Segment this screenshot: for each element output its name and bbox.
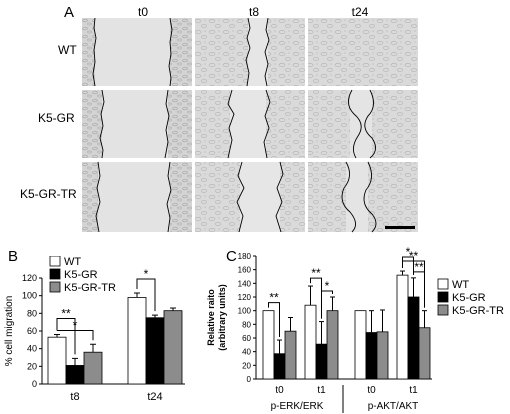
chart-b-significance-bracket (57, 330, 94, 341)
row-label-wt: WT (58, 43, 77, 57)
chart-b-significance-label: * (73, 319, 78, 333)
chart-b-y-axis-label: % cell migration (4, 296, 15, 367)
chart-c-significance-bracket (321, 290, 333, 319)
chart-c-legend-swatch (437, 278, 449, 290)
chart-b-y-tick-label: 100 (22, 291, 37, 301)
chart-c-bar (376, 331, 389, 380)
chart-b-bar (83, 351, 103, 385)
chart-c-significance-label: ** (311, 266, 321, 280)
micrograph-grid (82, 18, 418, 233)
column-label-t0: t0 (137, 5, 148, 19)
chart-c-significance-label: * (406, 246, 411, 259)
chart-c-y-axis-label: (arbitrary units) (217, 284, 227, 351)
micrograph-wt-t24 (308, 18, 418, 86)
chart-c-bar (262, 310, 275, 380)
chart-b-y-tick-label: 20 (27, 361, 37, 371)
row-label-k5-gr-tr: K5-GR-TR (20, 187, 77, 201)
chart-c-legend-swatch (437, 291, 449, 303)
chart-c-significance-bracket (268, 302, 280, 338)
column-label-t8: t8 (248, 5, 259, 19)
micrograph-k5-gr-t0 (82, 89, 192, 159)
chart-c-y-tick-label: 80 (242, 320, 251, 329)
chart-c-y-axis-label: Relative raito (206, 289, 216, 346)
chart-b-significance-bracket (56, 318, 76, 355)
chart-c-bar (304, 304, 317, 380)
micrograph-k5-gr-tr-t24 (308, 161, 418, 233)
chart-b-y-tick-label: 80 (27, 308, 37, 318)
chart-c-y-tick-label: 120 (238, 293, 252, 302)
chart-c-bar (315, 343, 328, 380)
chart-c-category-label: t1 (409, 385, 418, 396)
chart-b-category-label: t8 (70, 391, 79, 403)
chart-c-group-label: p-AKT/AKT (368, 401, 419, 412)
chart-c-significance-label: * (325, 279, 330, 293)
chart-c-category-label: t1 (317, 385, 326, 396)
chart-c-significance-bracket (413, 271, 425, 308)
chart-b-category-label: t24 (147, 391, 162, 403)
micrograph-wt-t8 (195, 18, 305, 87)
chart-b-legend-swatch (49, 256, 61, 267)
chart-c-legend-label: K5-GR (452, 292, 486, 304)
chart-b-bar (65, 365, 85, 385)
chart-c-legend-label: WT (452, 279, 469, 291)
chart-b-bar (127, 297, 147, 385)
micrograph-wt-t0 (82, 18, 192, 87)
chart-b-y-tick-label: 40 (27, 344, 37, 354)
chart-c-bar (365, 332, 378, 380)
micrograph-k5-gr-tr-t8 (195, 161, 305, 233)
chart-b-bar (47, 336, 67, 385)
panel-a-letter: A (64, 4, 75, 21)
column-label-t24: t24 (351, 5, 369, 19)
chart-c-group-label: p-ERK/ERK (271, 401, 324, 412)
micrograph-k5-gr-tr-t0 (82, 161, 192, 233)
chart-b-significance-bracket (136, 278, 156, 312)
chart-b-y-tick-label: 60 (27, 326, 37, 336)
panel-c-letter: C (226, 248, 237, 265)
chart-c-bar (284, 330, 297, 380)
chart-c-bar (407, 296, 420, 380)
chart-b-bar (163, 310, 183, 385)
chart-c-bar (273, 353, 286, 380)
chart-c-y-tick-label: 160 (238, 266, 252, 275)
chart-b-significance-label: * (144, 267, 149, 281)
micrograph-k5-gr-t24 (308, 89, 418, 159)
chart-c-significance-label: ** (414, 260, 424, 274)
chart-c-y-tick-label: 40 (242, 348, 251, 357)
scale-bar (385, 226, 415, 229)
chart-b-significance-label: ** (61, 307, 71, 321)
chart-c-category-label: t0 (275, 385, 284, 396)
chart-c-bar (354, 310, 367, 380)
chart-c-y-tick-label: 100 (238, 307, 252, 316)
chart-c-y-tick-label: 0 (247, 375, 252, 384)
row-label-k5-gr: K5-GR (38, 111, 75, 125)
chart-b-legend-label: K5-GR-TR (64, 282, 116, 294)
chart-c-y-tick-label: 180 (238, 252, 252, 261)
chart-c-y-tick-label: 60 (242, 334, 251, 343)
chart-b-bar (145, 317, 165, 385)
chart-c-bar (326, 310, 339, 380)
chart-c-significance-label: ** (269, 291, 279, 305)
chart-b-y-tick-label: 120 (22, 273, 37, 283)
chart-b-legend-label: K5-GR (64, 269, 98, 281)
panel-b-letter: B (8, 248, 19, 265)
chart-c-y-tick-label: 20 (242, 361, 251, 370)
chart-b-legend-swatch (49, 281, 61, 293)
chart-b-legend-swatch (49, 268, 61, 280)
chart-c-y-tick-label: 140 (238, 279, 252, 288)
chart-c-legend-swatch (437, 304, 449, 316)
chart-c-bar (418, 327, 431, 380)
chart-c-bar (396, 274, 409, 380)
chart-b-y-tick-label: 0 (32, 379, 37, 389)
chart-c-legend-label: K5-GR-TR (452, 305, 504, 317)
micrograph-k5-gr-t8 (195, 89, 305, 159)
chart-b-legend-label: WT (64, 256, 81, 268)
chart-c: 0 20 40 60 80 100 120 140 160 180 Relative raito (a… (206, 246, 504, 413)
chart-c-significance-label: ** (409, 249, 419, 263)
chart-c-category-label: t0 (367, 385, 376, 396)
